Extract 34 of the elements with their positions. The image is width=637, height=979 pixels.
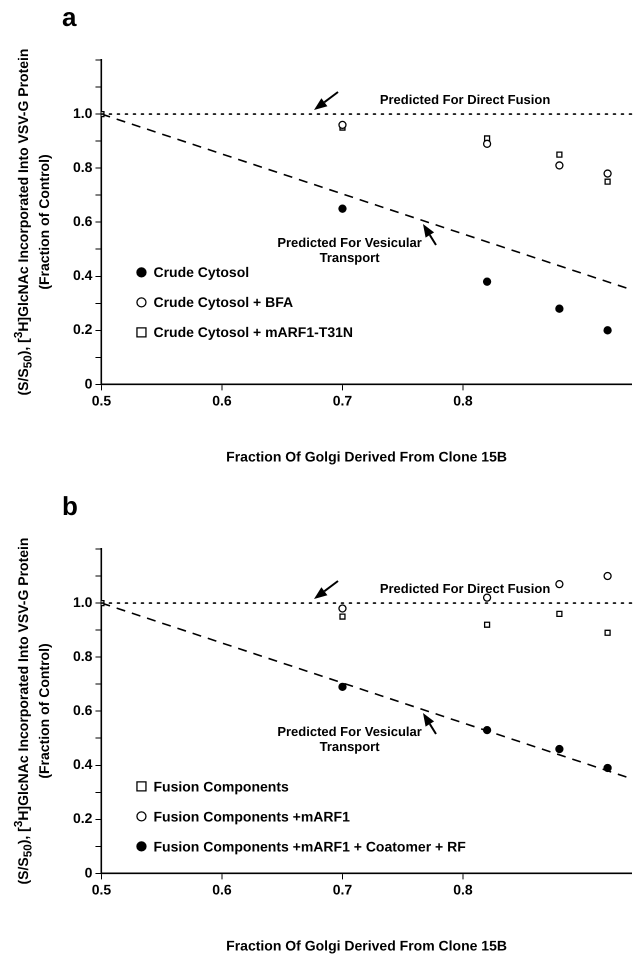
x-tick-label: 0.8 xyxy=(453,882,473,898)
legend-label: Crude Cytosol + BFA xyxy=(153,294,294,310)
y-tick-label: 0.8 xyxy=(72,158,93,175)
y-tick-label: 0.6 xyxy=(72,702,93,718)
y-tick-label: 0.8 xyxy=(72,648,93,664)
series-label: Predicted For Vesicular Transport xyxy=(276,724,423,754)
x-tick-label: 0.6 xyxy=(212,882,232,898)
y-tick-label: 1.0 xyxy=(72,104,93,121)
x-axis-title: Fraction Of Golgi Derived From Clone 15B xyxy=(226,937,507,954)
ref-line-label: Predicted For Direct Fusion xyxy=(378,92,552,108)
y-tick-label: 0.6 xyxy=(72,213,93,230)
ref-line-label: Predicted For Direct Fusion xyxy=(378,581,552,596)
x-tick-label: 0.7 xyxy=(332,392,352,409)
x-tick-label: 0.5 xyxy=(92,882,112,898)
y-tick-label: 0.2 xyxy=(72,321,93,338)
legend-label: Fusion Components +mARF1 + Coatomer + RF xyxy=(153,838,466,854)
legend-label: Crude Cytosol + mARF1-T31N xyxy=(153,324,354,340)
x-axis-title: Fraction Of Golgi Derived From Clone 15B xyxy=(226,448,507,464)
y-tick-label: 1.0 xyxy=(72,594,93,610)
y-tick-label: 0 xyxy=(84,864,93,880)
x-tick-label: 0.5 xyxy=(92,392,112,409)
chart-title: b xyxy=(62,491,78,522)
y-tick-label: 0 xyxy=(84,375,93,392)
legend-label: Fusion Components xyxy=(153,778,289,794)
legend-label: Crude Cytosol xyxy=(153,264,250,280)
legend-label: Fusion Components +mARF1 xyxy=(153,808,350,824)
x-tick-label: 0.8 xyxy=(453,392,473,409)
series-label: Predicted For Vesicular Transport xyxy=(276,235,423,266)
y-tick-label: 0.2 xyxy=(72,810,93,826)
y-tick-label: 0.4 xyxy=(72,267,93,284)
x-tick-label: 0.6 xyxy=(212,392,232,409)
x-tick-label: 0.7 xyxy=(332,882,352,898)
y-tick-label: 0.4 xyxy=(72,756,93,772)
chart-title: a xyxy=(62,2,76,33)
